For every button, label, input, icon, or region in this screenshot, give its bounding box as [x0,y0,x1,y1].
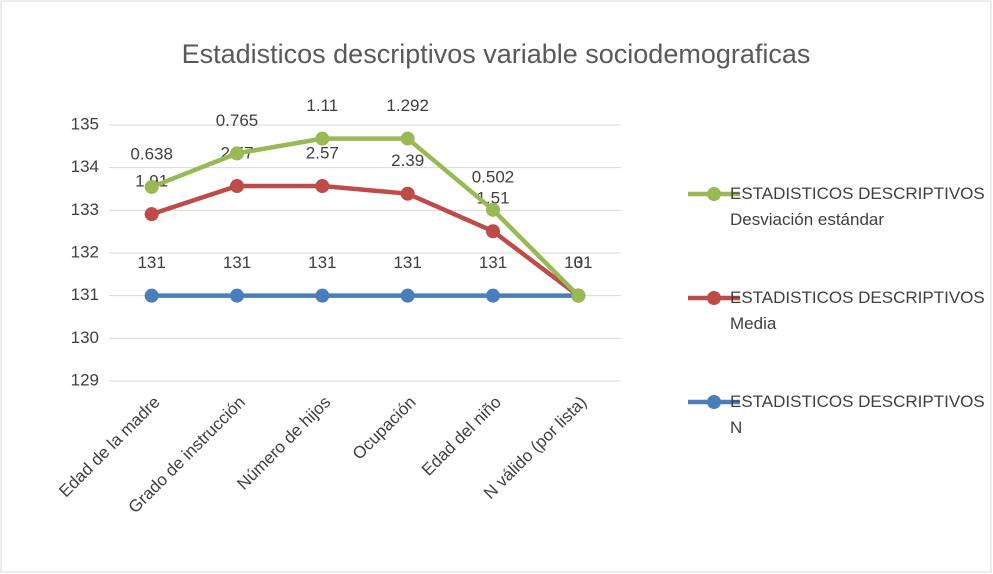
point [315,179,330,194]
value-label: 0 [574,253,583,272]
legend-marker [707,187,721,201]
point [400,288,415,303]
value-label: 2.57 [306,143,339,162]
point [400,186,415,201]
point [144,288,159,303]
point [144,207,159,222]
point [315,131,330,146]
value-label: 131 [223,253,251,272]
point [230,288,244,303]
value-label: 0.502 [472,167,515,186]
point [571,288,586,303]
y-tick-label: 131 [71,285,99,304]
value-label: 131 [393,253,421,272]
point [486,288,500,303]
value-label: 1.11 [306,96,338,115]
point [400,131,415,146]
value-label: 0.638 [130,144,173,163]
point [486,224,500,239]
y-tick-label: 129 [71,370,99,389]
y-tick-label: 132 [71,242,99,261]
legend-label: ESTADISTICOS DESCRIPTIVOS Media [730,288,985,333]
legend-label: ESTADISTICOS DESCRIPTIVOS N [730,392,985,437]
value-label: 131 [137,253,165,272]
value-label: 0.765 [216,111,259,130]
series-line [150,136,580,298]
value-label: 2.39 [391,151,424,170]
value-label: 0 [574,253,583,272]
series-line [150,183,580,298]
legend-marker [707,291,721,305]
point [230,179,244,194]
chart-title: Estadisticos descriptivos variable socio… [182,39,811,69]
value-label: 131 [479,253,507,272]
y-tick-label: 133 [71,200,99,219]
value-label: 131 [308,253,336,272]
y-tick-label: 135 [71,114,99,133]
point [315,288,330,303]
legend-label: ESTADISTICOS DESCRIPTIVOS Desviación est… [730,184,985,229]
point [486,202,500,217]
point [230,146,244,161]
point [144,179,159,194]
value-label: 131 [564,253,592,272]
y-tick-label: 130 [71,328,99,347]
y-tick-label: 134 [71,157,99,176]
value-label: 1.292 [386,96,429,115]
legend-marker [707,395,721,409]
